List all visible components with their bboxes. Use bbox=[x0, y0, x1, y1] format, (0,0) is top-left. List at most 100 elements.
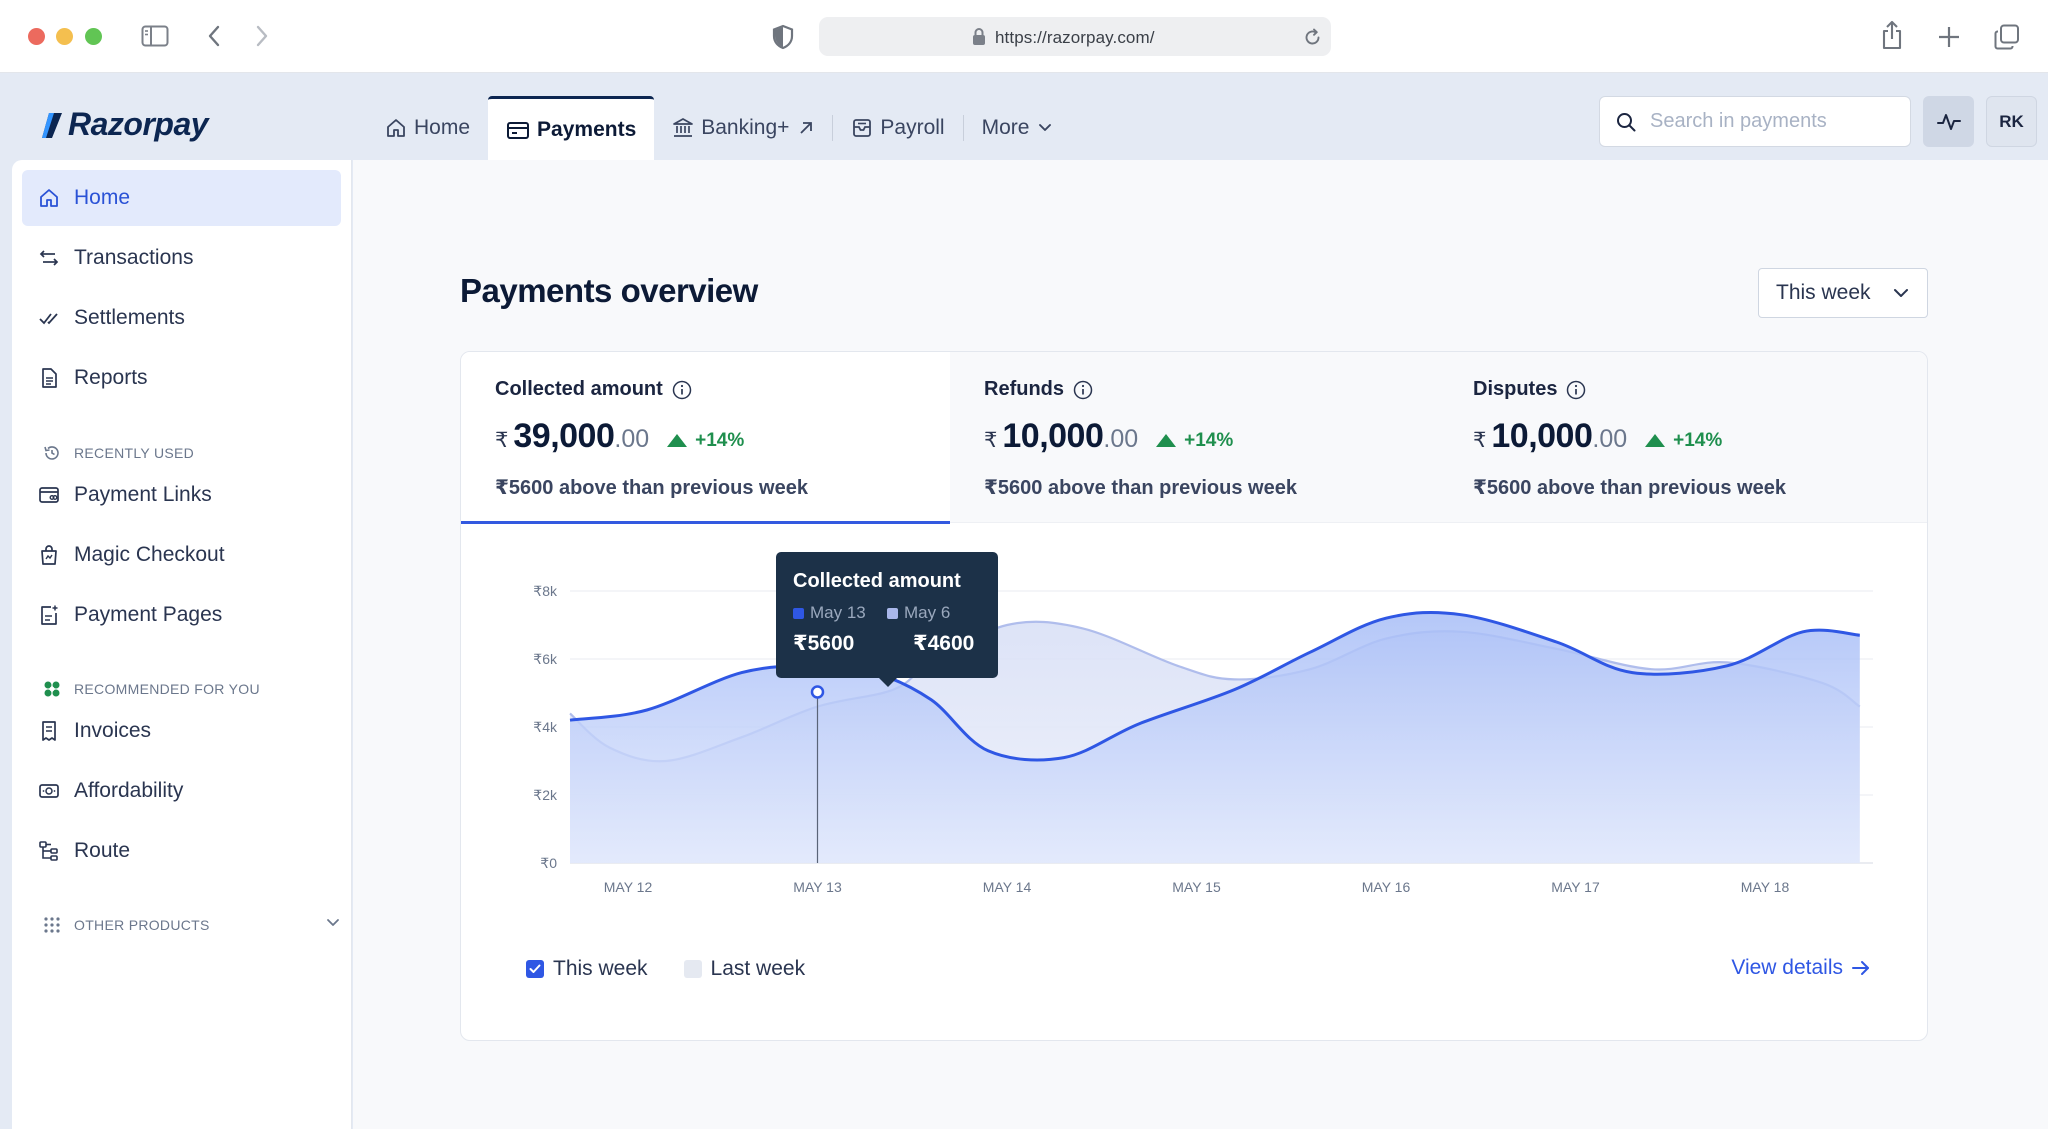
razorpay-logo[interactable]: Razorpay bbox=[40, 106, 209, 143]
y-tick-label: ₹4k bbox=[533, 719, 558, 735]
sidebar-item-invoices[interactable]: Invoices bbox=[22, 703, 341, 759]
tooltip-swatch bbox=[793, 607, 804, 619]
sidebar-item-label: Transactions bbox=[74, 246, 194, 269]
share-icon[interactable] bbox=[1876, 18, 1908, 52]
metric-refunds[interactable]: Refunds ₹ 10,000 .00 +14% ₹5600 above th… bbox=[950, 352, 1439, 523]
sidebar-item-label: Invoices bbox=[74, 719, 152, 742]
metric-disputes[interactable]: Disputes ₹ 10,000 .00 +14% ₹5600 above t… bbox=[1439, 352, 1927, 523]
maximize-window-button[interactable] bbox=[85, 28, 102, 45]
reload-icon[interactable] bbox=[1303, 28, 1322, 47]
tab-more[interactable]: More bbox=[964, 96, 1071, 160]
metric-subtext: ₹5600 above than previous week bbox=[1473, 477, 1786, 499]
activity-button[interactable] bbox=[1923, 96, 1974, 147]
affordability-icon bbox=[39, 784, 59, 798]
metric-decimal: .00 bbox=[1592, 425, 1628, 453]
x-tick-label: MAY 14 bbox=[983, 879, 1032, 895]
sidebar-item-route[interactable]: Route bbox=[22, 823, 341, 879]
legend-label: This week bbox=[553, 957, 648, 980]
sidebar-item-payment-pages[interactable]: Payment Pages bbox=[22, 587, 341, 643]
info-icon[interactable] bbox=[672, 380, 692, 400]
collected-amount-chart[interactable]: ₹8k₹6k₹4k₹2k₹0 MAY 12 MAY 13 MAY 14 MAY 15 M… bbox=[461, 523, 1928, 923]
search-box[interactable] bbox=[1599, 96, 1911, 147]
metric-value: ₹ 10,000 .00 +14% bbox=[1473, 417, 1722, 456]
payroll-icon bbox=[853, 119, 872, 137]
search-icon bbox=[1617, 112, 1636, 131]
checkbox-unchecked[interactable] bbox=[683, 960, 702, 978]
tooltip-title: Collected amount bbox=[793, 570, 961, 592]
period-dropdown[interactable]: This week bbox=[1758, 268, 1928, 318]
sidebar-item-reports[interactable]: Reports bbox=[22, 350, 341, 406]
y-tick-label: ₹2k bbox=[533, 787, 558, 803]
metric-value: ₹ 10,000 .00 +14% bbox=[984, 417, 1233, 456]
forward-icon[interactable] bbox=[248, 22, 276, 50]
sidebar-item-payment-links[interactable]: Payment Links bbox=[22, 467, 341, 523]
privacy-shield-icon[interactable] bbox=[768, 22, 798, 52]
sidebar-item-label: Payment Pages bbox=[74, 603, 223, 626]
transactions-icon bbox=[39, 250, 59, 266]
x-tick-label: MAY 17 bbox=[1551, 879, 1600, 895]
razorpay-logo-icon bbox=[42, 112, 62, 138]
metric-subtext: ₹5600 above than previous week bbox=[495, 477, 808, 499]
legend-last-week[interactable]: Last week bbox=[683, 957, 805, 981]
info-icon[interactable] bbox=[1566, 380, 1586, 400]
view-details-label: View details bbox=[1731, 956, 1843, 979]
x-tick-label: MAY 13 bbox=[793, 879, 842, 895]
tooltip-last-week: May 6 bbox=[887, 603, 981, 623]
x-tick-label: MAY 16 bbox=[1362, 879, 1411, 895]
info-icon[interactable] bbox=[1073, 380, 1093, 400]
tooltip-this-week: May 13 bbox=[793, 603, 887, 623]
view-details-link[interactable]: View details bbox=[1731, 956, 1871, 980]
browser-toolbar: https://razorpay.com/ bbox=[0, 0, 2048, 73]
sidebar-item-label: Settlements bbox=[74, 306, 185, 329]
tooltip-value: ₹4600 bbox=[913, 632, 975, 655]
new-tab-icon[interactable] bbox=[1934, 22, 1964, 52]
metric-label: Collected amount bbox=[495, 378, 692, 401]
tab-payments[interactable]: Payments bbox=[488, 96, 655, 160]
chart-legend: This week Last week bbox=[526, 957, 841, 981]
tab-home-label: Home bbox=[414, 116, 471, 139]
metric-label-text: Disputes bbox=[1473, 378, 1558, 400]
route-icon bbox=[39, 841, 58, 861]
sidebar-item-home[interactable]: Home bbox=[22, 170, 341, 226]
nav-divider bbox=[962, 115, 964, 141]
sidebar-toggle-icon[interactable] bbox=[137, 20, 173, 52]
tooltip-value: ₹5600 bbox=[793, 632, 855, 655]
sidebar-item-label: Reports bbox=[74, 366, 148, 389]
metric-decimal: .00 bbox=[1103, 425, 1139, 453]
chevron-down-icon bbox=[1039, 124, 1052, 131]
search-input[interactable] bbox=[1648, 109, 1898, 134]
x-axis-labels: MAY 12 MAY 13 MAY 14 MAY 15 MAY 16 MAY 17 MAY … bbox=[604, 879, 1790, 895]
close-window-button[interactable] bbox=[28, 28, 45, 45]
tab-home[interactable]: Home bbox=[367, 96, 488, 160]
metric-change-value: +14% bbox=[695, 429, 745, 451]
metric-collected-amount[interactable]: Collected amount ₹ 39,000 .00 +14% ₹5600… bbox=[461, 352, 950, 524]
tab-banking-label: Banking+ bbox=[701, 116, 790, 139]
rupee-symbol: ₹ bbox=[1473, 429, 1487, 452]
checkbox-checked[interactable] bbox=[526, 960, 544, 978]
recently-used-heading: RECENTLY USED bbox=[43, 444, 194, 462]
sidebar-item-settlements[interactable]: Settlements bbox=[22, 290, 341, 346]
invoices-icon bbox=[42, 721, 56, 741]
sidebar-item-magic-checkout[interactable]: Magic Checkout bbox=[22, 527, 341, 583]
back-icon[interactable] bbox=[200, 22, 228, 50]
tooltip-values: ₹5600 ₹4600 bbox=[793, 631, 981, 656]
sidebar-item-affordability[interactable]: Affordability bbox=[22, 763, 341, 819]
minimize-window-button[interactable] bbox=[56, 28, 73, 45]
history-icon bbox=[44, 446, 59, 460]
tab-banking[interactable]: Banking+ bbox=[654, 96, 832, 160]
sidebar-item-label: Payment Links bbox=[74, 483, 212, 506]
tooltip-date: May 13 bbox=[810, 603, 866, 622]
legend-this-week[interactable]: This week bbox=[526, 957, 648, 981]
metric-change: +14% bbox=[667, 430, 744, 452]
rupee-symbol: ₹ bbox=[984, 429, 998, 452]
tab-payroll[interactable]: Payroll bbox=[833, 96, 962, 160]
metric-decimal: .00 bbox=[614, 425, 650, 453]
trend-up-icon bbox=[1645, 434, 1666, 447]
metric-change-value: +14% bbox=[1184, 429, 1234, 451]
tab-overview-icon[interactable] bbox=[1991, 21, 2023, 53]
hover-point[interactable] bbox=[810, 685, 825, 699]
other-products-toggle[interactable]: OTHER PRODUCTS bbox=[43, 916, 343, 934]
sidebar-item-transactions[interactable]: Transactions bbox=[22, 230, 341, 286]
avatar[interactable]: RK bbox=[1986, 96, 2037, 147]
address-bar[interactable]: https://razorpay.com/ bbox=[819, 17, 1331, 56]
